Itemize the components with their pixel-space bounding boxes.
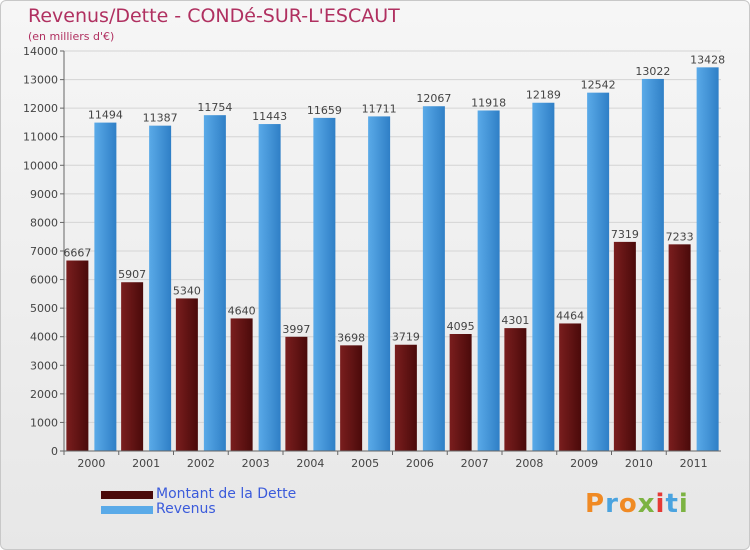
bar-revenue-2010 — [641, 78, 664, 451]
x-tick-label: 2002 — [187, 457, 215, 470]
bar-revenue-2003 — [258, 124, 281, 452]
y-tick-label: 13000 — [23, 74, 58, 87]
logo-letter: o — [618, 489, 638, 519]
proxiti-logo: Proxiti — [585, 489, 689, 519]
y-tick-label: 12000 — [23, 102, 58, 115]
data-label-debt-2000: 6667 — [63, 247, 91, 260]
data-label-debt-2004: 3997 — [282, 323, 310, 336]
x-tick-label: 2009 — [570, 457, 598, 470]
bar-debt-2001 — [121, 282, 144, 451]
data-labels: 6667 11494 5907 11387 5340 11754 4640 11443 3997… — [63, 53, 725, 344]
bar-debt-2009 — [559, 323, 582, 451]
data-label-debt-2011: 7233 — [666, 230, 694, 243]
logo-letter: i — [678, 489, 689, 519]
x-tick-label: 2001 — [132, 457, 160, 470]
bar-debt-2000 — [66, 260, 89, 451]
data-label-revenue-2001: 11387 — [143, 112, 178, 125]
y-tick-label: 5000 — [30, 302, 58, 315]
data-label-debt-2006: 3719 — [392, 331, 420, 344]
data-label-revenue-2011: 13428 — [690, 53, 725, 66]
y-tick-label: 3000 — [30, 359, 58, 372]
data-label-debt-2001: 5907 — [118, 268, 146, 281]
data-label-revenue-2006: 12067 — [416, 92, 451, 105]
bar-revenue-2008 — [532, 102, 555, 451]
y-tick-label: 0 — [51, 445, 58, 458]
logo-letter: i — [655, 489, 666, 519]
y-tick-label: 8000 — [30, 216, 58, 229]
logo-letter: P — [585, 489, 606, 519]
data-label-debt-2005: 3698 — [337, 331, 365, 344]
bar-revenue-2006 — [422, 106, 445, 451]
bars — [66, 67, 719, 452]
chart-subtitle: (en milliers d'€) — [28, 30, 115, 43]
bar-revenue-2009 — [587, 92, 610, 452]
bar-debt-2002 — [175, 298, 198, 451]
bar-debt-2005 — [340, 345, 363, 451]
data-label-debt-2007: 4095 — [447, 320, 475, 333]
bar-revenue-2004 — [313, 117, 336, 451]
bar-debt-2011 — [668, 244, 691, 451]
logo-letter: t — [665, 489, 679, 519]
legend-label: Revenus — [156, 501, 216, 517]
data-label-debt-2009: 4464 — [556, 309, 584, 322]
y-tick-label: 2000 — [30, 388, 58, 401]
bar-revenue-2007 — [477, 110, 500, 451]
logo-letter: r — [605, 489, 619, 519]
x-tick-label: 2007 — [461, 457, 489, 470]
bar-debt-2006 — [394, 344, 417, 451]
data-label-revenue-2002: 11754 — [197, 101, 232, 114]
legend-swatch — [101, 506, 153, 514]
bar-debt-2007 — [449, 334, 472, 451]
y-tick-label: 10000 — [23, 159, 58, 172]
logo-letter: x — [637, 489, 656, 519]
y-tick-label: 1000 — [30, 416, 58, 429]
bar-revenue-2002 — [203, 115, 226, 452]
bar-revenue-2011 — [696, 67, 719, 451]
bar-debt-2003 — [230, 318, 253, 451]
x-tick-label: 2003 — [242, 457, 270, 470]
data-label-revenue-2010: 13022 — [635, 65, 670, 78]
x-tick-label: 2008 — [515, 457, 543, 470]
y-tick-label: 6000 — [30, 274, 58, 287]
y-tick-label: 4000 — [30, 331, 58, 344]
data-label-debt-2010: 7319 — [611, 228, 639, 241]
data-label-revenue-2007: 11918 — [471, 96, 506, 109]
bar-debt-2008 — [504, 328, 527, 451]
axes: 0 1000 2000 3000 4000 5000 6000 7000 8000 9000 100… — [23, 45, 721, 470]
bar-revenue-2000 — [94, 122, 117, 451]
data-label-revenue-2003: 11443 — [252, 110, 287, 123]
data-label-revenue-2008: 12189 — [526, 89, 561, 102]
x-tick-label: 2004 — [296, 457, 324, 470]
bar-revenue-2001 — [149, 125, 172, 452]
gridlines — [64, 50, 721, 423]
x-tick-label: 2011 — [680, 457, 708, 470]
data-label-revenue-2005: 11711 — [362, 102, 397, 115]
legend-label: Montant de la Dette — [156, 486, 297, 502]
x-tick-label: 2005 — [351, 457, 379, 470]
bar-debt-2004 — [285, 336, 308, 451]
data-label-revenue-2000: 11494 — [88, 109, 123, 122]
data-label-revenue-2004: 11659 — [307, 104, 342, 117]
x-tick-label: 2006 — [406, 457, 434, 470]
y-tick-label: 11000 — [23, 131, 58, 144]
x-tick-label: 2000 — [77, 457, 105, 470]
data-label-debt-2003: 4640 — [228, 304, 256, 317]
data-label-debt-2002: 5340 — [173, 284, 201, 297]
data-label-revenue-2009: 12542 — [581, 79, 616, 92]
chart-title: Revenus/Dette - CONDé-SUR-L'ESCAUT — [28, 5, 400, 27]
y-tick-label: 7000 — [30, 245, 58, 258]
bar-debt-2010 — [613, 241, 636, 451]
y-tick-label: 9000 — [30, 188, 58, 201]
x-tick-label: 2010 — [625, 457, 653, 470]
bar-revenue-2005 — [368, 116, 391, 452]
data-label-debt-2008: 4301 — [501, 314, 529, 327]
y-tick-label: 14000 — [23, 45, 58, 58]
legend-swatch — [101, 491, 153, 499]
